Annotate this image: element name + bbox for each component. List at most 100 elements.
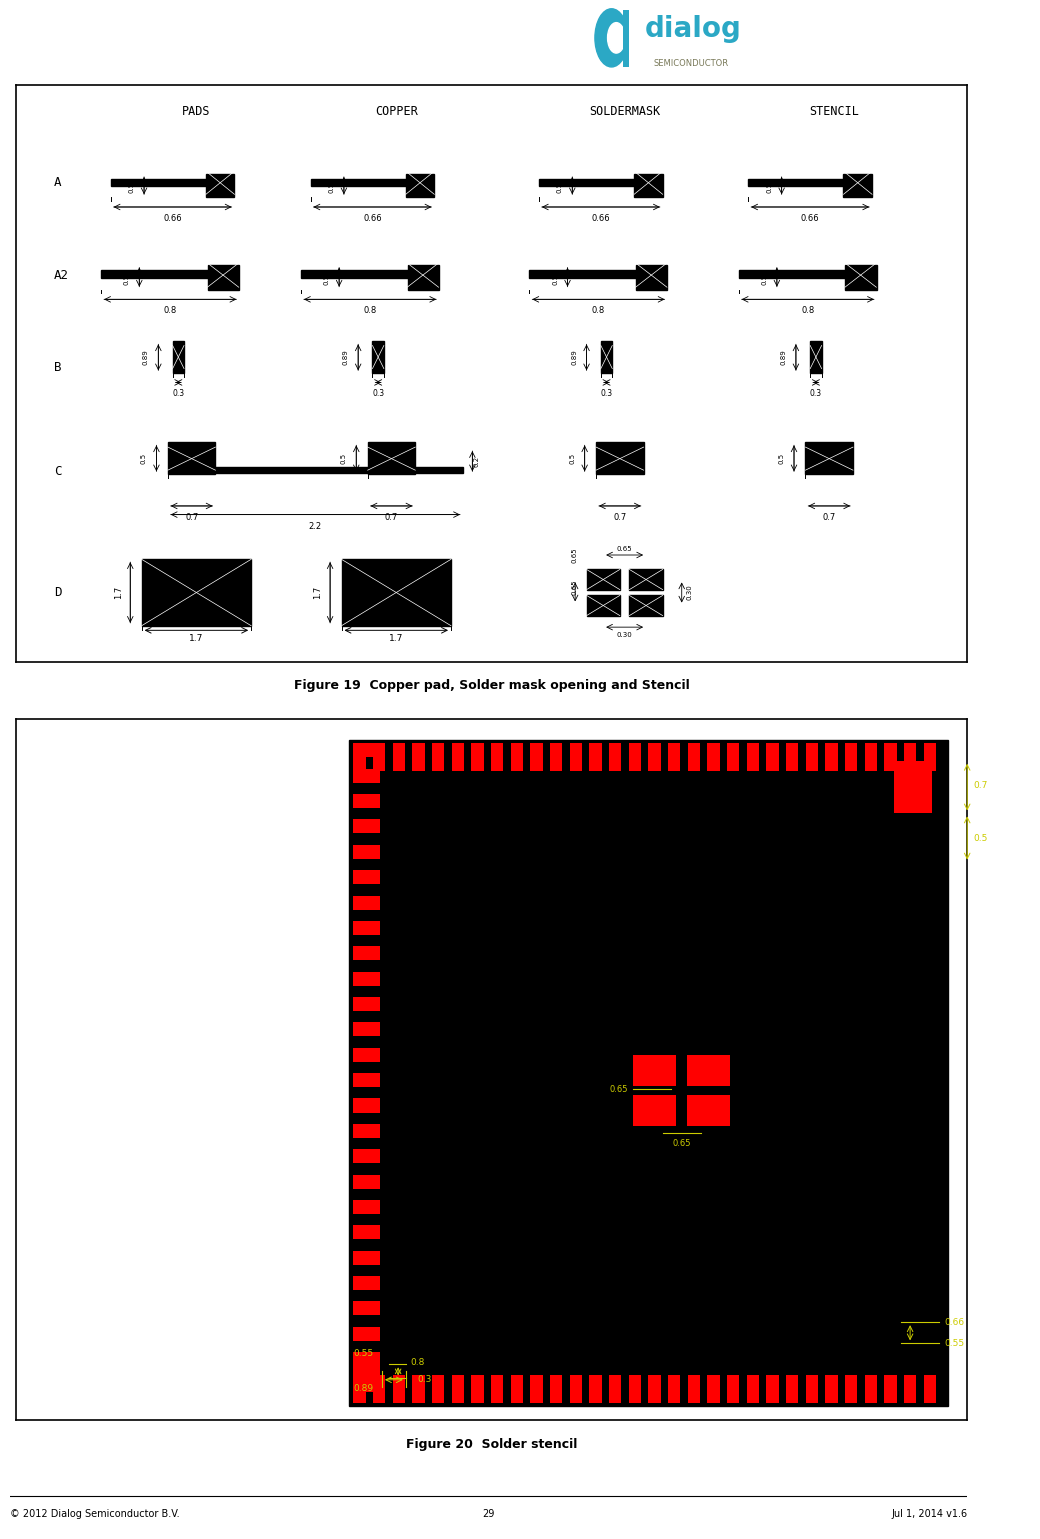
- Bar: [393, 1374, 406, 1404]
- Text: 0.55: 0.55: [761, 269, 768, 285]
- Bar: [471, 1374, 484, 1404]
- Bar: [747, 1374, 759, 1404]
- Bar: [341, 559, 451, 626]
- Bar: [766, 1374, 779, 1404]
- Bar: [354, 1377, 380, 1391]
- Bar: [786, 1374, 799, 1404]
- Bar: [687, 1374, 700, 1404]
- Text: 0.65: 0.65: [571, 579, 577, 594]
- Bar: [354, 1276, 380, 1290]
- Text: 0.55: 0.55: [323, 269, 330, 285]
- Text: STENCIL: STENCIL: [809, 105, 859, 119]
- Bar: [629, 1374, 641, 1404]
- Bar: [354, 946, 380, 960]
- Text: 0.55: 0.55: [129, 179, 134, 194]
- Bar: [451, 1374, 464, 1404]
- Bar: [727, 743, 739, 771]
- Bar: [687, 1054, 730, 1087]
- Text: 0.8: 0.8: [363, 306, 376, 315]
- Circle shape: [607, 23, 625, 54]
- Bar: [408, 265, 439, 289]
- Bar: [354, 1022, 380, 1036]
- Bar: [471, 743, 484, 771]
- Bar: [529, 271, 639, 279]
- Bar: [491, 1374, 503, 1404]
- Bar: [587, 569, 620, 589]
- Bar: [806, 1374, 818, 1404]
- Bar: [354, 1073, 380, 1087]
- Bar: [884, 1374, 896, 1404]
- Bar: [707, 743, 720, 771]
- Bar: [738, 271, 849, 279]
- Bar: [747, 743, 759, 771]
- Text: DECT Module with integrated Antenna and FLASH: DECT Module with integrated Antenna and …: [1003, 631, 1013, 891]
- Bar: [846, 1374, 857, 1404]
- Bar: [539, 179, 634, 186]
- Bar: [354, 870, 380, 885]
- Bar: [354, 1225, 380, 1239]
- Bar: [354, 1150, 380, 1163]
- Bar: [354, 1048, 380, 1062]
- Text: 0.7: 0.7: [614, 512, 626, 522]
- Text: 0.3: 0.3: [600, 389, 613, 399]
- Text: 0.7: 0.7: [823, 512, 836, 522]
- Bar: [587, 596, 620, 616]
- Bar: [864, 1374, 877, 1404]
- Text: 0.30: 0.30: [617, 633, 632, 637]
- Bar: [413, 743, 424, 771]
- Text: 0.89: 0.89: [342, 349, 348, 365]
- Bar: [668, 743, 680, 771]
- Bar: [596, 443, 644, 474]
- Bar: [354, 1327, 380, 1340]
- Bar: [636, 265, 668, 289]
- Bar: [311, 179, 406, 186]
- Bar: [208, 265, 239, 289]
- Text: 1.7: 1.7: [113, 586, 123, 599]
- Text: 0.66: 0.66: [163, 214, 182, 223]
- Bar: [354, 1302, 380, 1316]
- Text: 0.55: 0.55: [552, 269, 558, 285]
- Text: A2: A2: [54, 269, 69, 282]
- Bar: [215, 468, 463, 472]
- Text: 0.7: 0.7: [973, 780, 988, 790]
- Bar: [354, 1099, 380, 1113]
- Bar: [884, 743, 896, 771]
- Text: 0.55: 0.55: [556, 179, 563, 194]
- Bar: [550, 1374, 563, 1404]
- Bar: [491, 743, 503, 771]
- Bar: [634, 174, 662, 197]
- Bar: [806, 743, 818, 771]
- Bar: [894, 760, 932, 814]
- Bar: [511, 743, 523, 771]
- Bar: [173, 342, 184, 374]
- Bar: [354, 1374, 366, 1404]
- Bar: [609, 1374, 622, 1404]
- Text: © 2012 Dialog Semiconductor B.V.: © 2012 Dialog Semiconductor B.V.: [10, 1510, 180, 1519]
- Text: Figure 20  Solder stencil: Figure 20 Solder stencil: [406, 1437, 577, 1451]
- Bar: [101, 271, 211, 279]
- Text: 0.3: 0.3: [372, 389, 384, 399]
- Bar: [924, 1374, 936, 1404]
- Text: PADS: PADS: [182, 105, 211, 119]
- Bar: [354, 1123, 380, 1137]
- Text: 0.30: 0.30: [686, 585, 693, 600]
- Bar: [668, 1374, 680, 1404]
- Bar: [373, 1374, 386, 1404]
- Bar: [924, 743, 936, 771]
- Bar: [749, 179, 843, 186]
- Bar: [687, 743, 700, 771]
- Bar: [372, 342, 384, 374]
- Bar: [354, 1251, 380, 1265]
- Text: 0.89: 0.89: [354, 1385, 373, 1393]
- Text: 0.55: 0.55: [766, 179, 772, 194]
- Bar: [826, 743, 838, 771]
- Text: 0.8: 0.8: [801, 306, 814, 315]
- Bar: [373, 743, 386, 771]
- Bar: [406, 174, 435, 197]
- Bar: [633, 1054, 676, 1087]
- Bar: [167, 443, 215, 474]
- Bar: [354, 845, 380, 859]
- Text: 0.66: 0.66: [363, 214, 382, 223]
- Bar: [354, 1200, 380, 1214]
- Bar: [846, 743, 857, 771]
